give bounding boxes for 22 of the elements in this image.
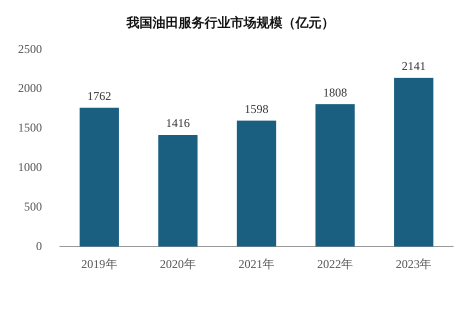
y-tick-label: 1500 [18, 120, 42, 135]
y-tick-label: 2000 [18, 81, 42, 96]
bar [394, 78, 434, 247]
y-tick-label: 2500 [18, 42, 42, 56]
data-label: 1762 [87, 88, 112, 103]
y-tick-label: 500 [24, 199, 42, 214]
x-tick-label: 2019年 [81, 256, 118, 271]
data-label: 1808 [323, 85, 348, 100]
bar [80, 108, 119, 247]
bar [236, 120, 276, 247]
x-tick-label: 2023年 [396, 256, 432, 271]
x-tick-label: 2020年 [160, 256, 196, 271]
data-label: 1598 [244, 102, 268, 116]
data-label: 1416 [166, 116, 190, 130]
bar [158, 135, 198, 247]
x-tick-label: 2022年 [317, 256, 354, 271]
bar [315, 104, 355, 247]
x-tick-label: 2021年 [238, 256, 274, 271]
chart-title: 我国油田服务行业市场规模（亿元） [126, 15, 334, 32]
y-tick-label: 0 [36, 238, 42, 253]
y-tick-label: 1000 [18, 160, 42, 174]
data-label: 2141 [402, 59, 426, 74]
